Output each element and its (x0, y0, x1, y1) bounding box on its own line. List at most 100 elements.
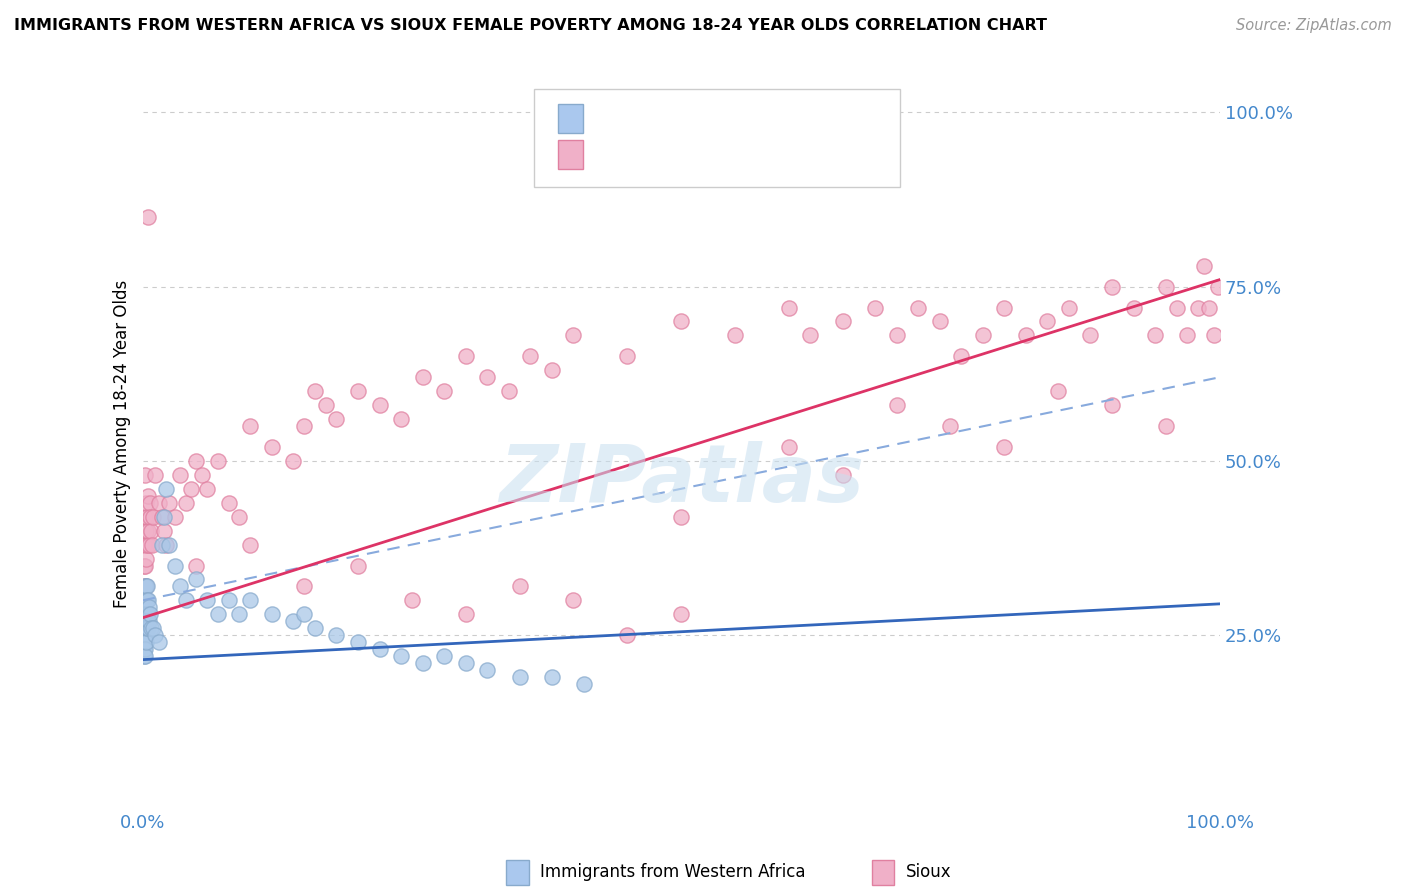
Point (1047, 384, 1070, 399)
Point (401, 593, 423, 607)
Point (155, 538, 177, 552)
Point (886, 328, 908, 343)
Point (1187, 301, 1209, 315)
Point (799, 328, 821, 343)
Point (292, 607, 315, 622)
Point (169, 467, 191, 482)
Point (139, 509, 162, 524)
Point (541, 670, 564, 684)
Point (135, 524, 157, 538)
Text: IMMIGRANTS FROM WESTERN AFRICA VS SIOUX FEMALE POVERTY AMONG 18-24 YEAR OLDS COR: IMMIGRANTS FROM WESTERN AFRICA VS SIOUX … (14, 18, 1047, 33)
Point (195, 593, 218, 607)
Point (132, 593, 155, 607)
Point (134, 558, 156, 573)
Point (1122, 301, 1144, 315)
Point (950, 349, 973, 363)
Point (228, 509, 250, 524)
Point (135, 509, 157, 524)
Point (1101, 398, 1123, 412)
Text: 102: 102 (749, 145, 793, 164)
Point (778, 440, 800, 454)
Point (283, 454, 305, 468)
Point (315, 398, 337, 412)
Point (1206, 279, 1229, 293)
Point (939, 419, 962, 434)
Point (477, 370, 499, 384)
Point (134, 628, 156, 642)
Point (389, 412, 412, 426)
Point (347, 635, 370, 649)
Point (616, 349, 638, 363)
Point (135, 593, 157, 607)
Point (134, 467, 156, 482)
Point (454, 349, 477, 363)
Y-axis label: Female Poverty Among 18-24 Year Olds: Female Poverty Among 18-24 Year Olds (114, 279, 131, 607)
Point (148, 635, 170, 649)
Point (347, 384, 370, 399)
Point (562, 328, 585, 343)
Point (132, 649, 155, 664)
Point (724, 328, 747, 343)
Point (541, 363, 564, 377)
Point (159, 538, 181, 552)
Point (153, 509, 176, 524)
Point (153, 524, 176, 538)
Point (218, 593, 240, 607)
Point (669, 509, 692, 524)
Point (368, 642, 391, 657)
Point (141, 538, 163, 552)
Text: Immigrants from Western Africa: Immigrants from Western Africa (540, 863, 806, 881)
Point (1080, 328, 1102, 343)
Point (135, 579, 157, 593)
Point (669, 607, 692, 622)
Point (132, 615, 155, 629)
Text: Sioux: Sioux (905, 863, 950, 881)
Point (831, 314, 853, 328)
Point (239, 538, 262, 552)
Point (886, 398, 908, 412)
Point (174, 496, 197, 510)
Point (669, 314, 692, 328)
Point (260, 607, 283, 622)
Point (186, 558, 208, 573)
Point (136, 607, 159, 622)
Point (138, 538, 160, 552)
Point (412, 370, 434, 384)
Point (325, 628, 347, 642)
Point (142, 621, 165, 635)
Point (132, 538, 155, 552)
Point (454, 607, 477, 622)
Point (135, 607, 157, 622)
Point (134, 635, 156, 649)
Point (325, 412, 347, 426)
Point (138, 615, 160, 629)
Point (132, 635, 155, 649)
Text: R =: R = (598, 145, 643, 164)
Point (195, 482, 218, 496)
Point (1036, 314, 1059, 328)
Point (150, 538, 173, 552)
Point (132, 642, 155, 657)
Point (134, 593, 156, 607)
Point (412, 656, 434, 670)
Text: 64: 64 (749, 109, 779, 128)
Point (132, 558, 155, 573)
Point (1101, 279, 1123, 293)
Point (132, 628, 155, 642)
Point (304, 384, 326, 399)
Point (169, 579, 191, 593)
Point (433, 384, 456, 399)
Point (831, 467, 853, 482)
Point (616, 628, 638, 642)
Point (292, 419, 315, 434)
Point (993, 301, 1015, 315)
Point (572, 677, 595, 691)
Point (477, 663, 499, 677)
Point (186, 454, 208, 468)
Point (1154, 279, 1177, 293)
Point (174, 593, 197, 607)
Point (138, 600, 160, 615)
Point (863, 301, 886, 315)
Point (509, 579, 531, 593)
Point (132, 621, 155, 635)
